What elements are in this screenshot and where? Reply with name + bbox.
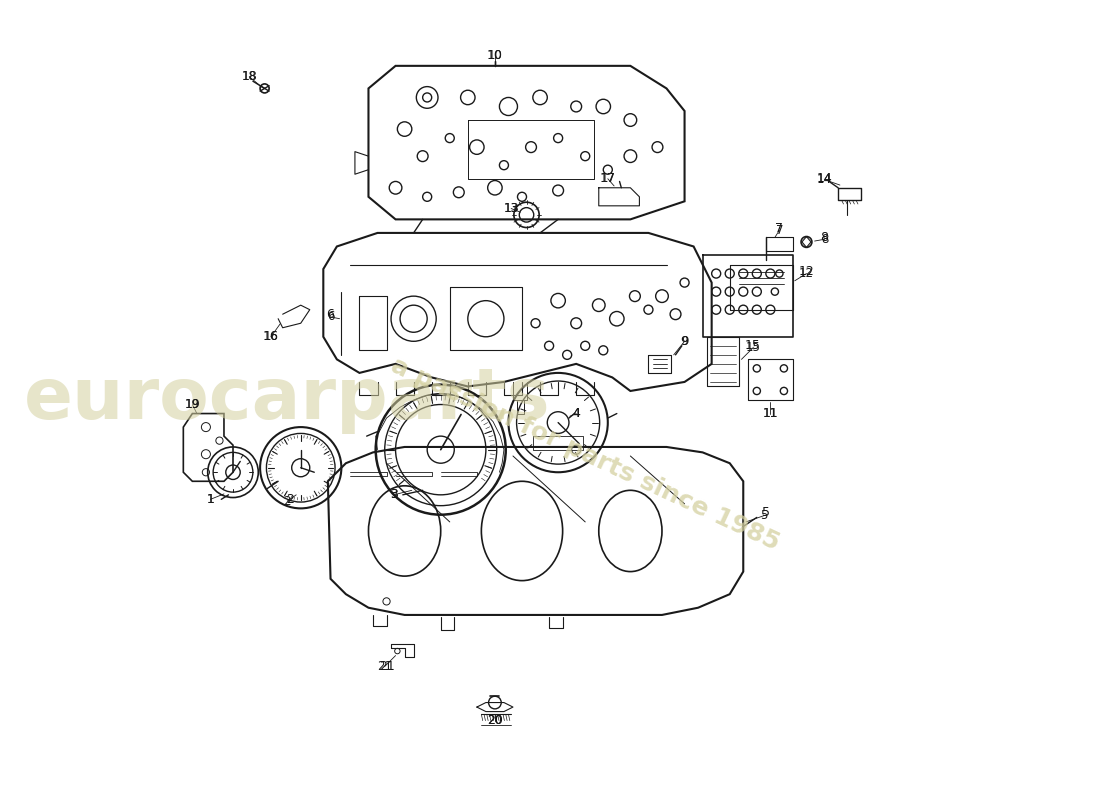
Text: 2: 2 <box>286 493 294 506</box>
Text: 15: 15 <box>745 339 760 352</box>
Text: 21: 21 <box>378 660 395 673</box>
Text: 13: 13 <box>504 202 519 215</box>
Text: 4: 4 <box>572 407 580 420</box>
Text: 15: 15 <box>746 341 760 354</box>
Text: 5: 5 <box>760 509 768 522</box>
Text: 8: 8 <box>821 231 828 244</box>
Text: 1: 1 <box>207 493 215 506</box>
Text: 1: 1 <box>207 493 215 506</box>
Text: 17: 17 <box>600 172 616 186</box>
Text: 13: 13 <box>504 202 518 215</box>
Text: a passion for parts since 1985: a passion for parts since 1985 <box>387 354 783 555</box>
Text: 12: 12 <box>799 266 814 278</box>
Text: 12: 12 <box>799 267 814 280</box>
Text: 3: 3 <box>390 488 397 502</box>
Text: 6: 6 <box>327 310 334 323</box>
Text: 18: 18 <box>242 70 256 83</box>
Text: 7: 7 <box>776 222 783 235</box>
Text: 17: 17 <box>601 172 615 186</box>
Text: 11: 11 <box>763 407 778 420</box>
Text: 4: 4 <box>572 407 580 420</box>
Text: 16: 16 <box>263 330 278 343</box>
Text: 14: 14 <box>816 172 833 186</box>
Text: 10: 10 <box>487 49 503 62</box>
Text: 18: 18 <box>241 70 257 83</box>
Text: 10: 10 <box>487 49 503 62</box>
Text: 16: 16 <box>263 330 278 343</box>
Text: 19: 19 <box>185 398 200 411</box>
Text: eurocarparts: eurocarparts <box>24 366 550 434</box>
Text: 3: 3 <box>389 488 398 502</box>
Text: 6: 6 <box>327 308 334 321</box>
Text: 9: 9 <box>681 334 689 348</box>
Text: 8: 8 <box>821 233 828 246</box>
Text: 7: 7 <box>776 224 783 237</box>
Text: 14: 14 <box>817 173 832 186</box>
Text: 5: 5 <box>762 506 770 519</box>
Text: 11: 11 <box>762 407 778 420</box>
Text: 9: 9 <box>681 334 689 348</box>
Text: 19: 19 <box>185 398 200 411</box>
Text: 20: 20 <box>487 714 503 727</box>
Text: 20: 20 <box>487 714 503 727</box>
Text: 2: 2 <box>284 494 290 508</box>
Text: 21: 21 <box>377 660 393 673</box>
